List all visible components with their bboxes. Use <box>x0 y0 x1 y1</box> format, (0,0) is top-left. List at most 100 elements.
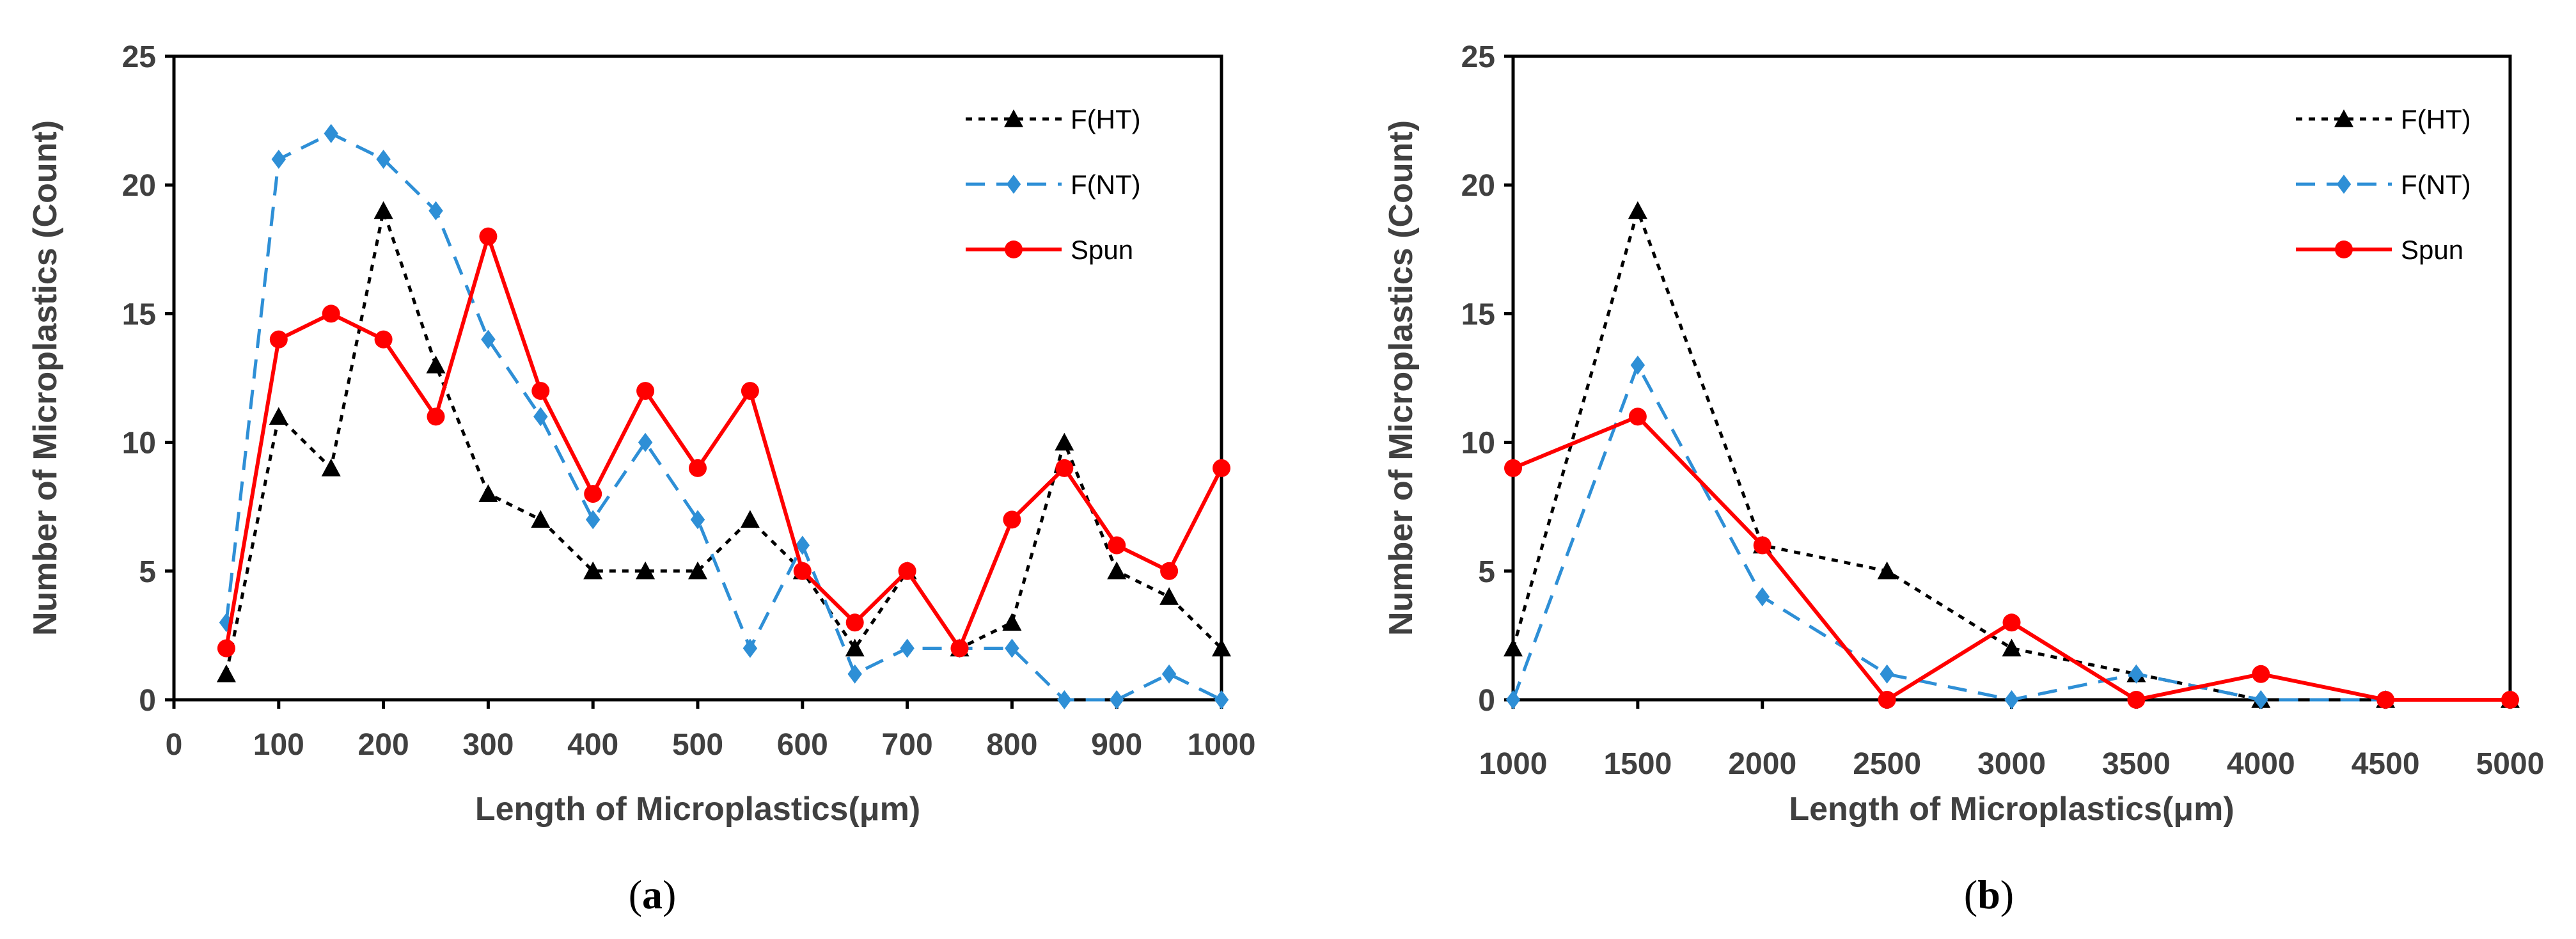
series-markers-Spun <box>217 227 1230 658</box>
panel-label-letter: b <box>1977 872 2000 917</box>
data-point <box>1628 201 1647 219</box>
panel-label-open: ( <box>629 872 642 917</box>
y-tick-label: 25 <box>1461 40 1495 74</box>
data-point <box>898 562 916 580</box>
data-point <box>2129 664 2144 684</box>
series-line-Spun <box>224 234 1223 651</box>
data-point <box>2252 665 2270 683</box>
data-point <box>636 382 655 400</box>
data-point <box>1057 690 1072 709</box>
data-point <box>1055 459 1074 477</box>
data-point <box>322 304 340 323</box>
data-point <box>2501 691 2519 709</box>
data-point <box>428 201 443 221</box>
data-point <box>1214 690 1229 709</box>
x-axis-title: Length of Microplastics(μm) <box>475 791 920 828</box>
data-point <box>741 382 759 400</box>
x-tick-label: 5000 <box>2476 747 2545 781</box>
data-point <box>1109 690 1124 709</box>
series-line-F(HT) <box>224 209 1223 675</box>
y-tick-label: 15 <box>1461 297 1495 331</box>
legend-marker-F(HT) <box>2334 109 2353 127</box>
data-point <box>324 123 338 143</box>
panel-label: (a) <box>629 872 677 917</box>
data-point <box>373 201 393 219</box>
series-markers-Spun <box>1504 407 2519 709</box>
data-point <box>2376 691 2395 709</box>
y-tick-label: 10 <box>1461 427 1495 461</box>
data-point <box>584 485 602 503</box>
x-tick-label: 200 <box>358 728 409 762</box>
panel-label-close: ) <box>2000 872 2014 917</box>
legend: F(HT) F(NT) Spun <box>966 104 1141 265</box>
y-tick-label: 5 <box>139 555 156 589</box>
legend-label-Spun: Spun <box>2401 235 2463 265</box>
y-tick-label: 0 <box>1478 684 1495 718</box>
x-tick-label: 400 <box>567 728 618 762</box>
data-point <box>531 510 551 528</box>
legend-label-F(HT): F(HT) <box>1071 104 1141 134</box>
data-point <box>1878 691 1896 709</box>
x-tick-label: 4500 <box>2352 747 2420 781</box>
panel-label-open: ( <box>1964 872 1977 917</box>
data-point <box>481 329 496 349</box>
legend-marker-F(NT) <box>1006 175 1021 194</box>
x-axis-title: Length of Microplastics(μm) <box>1789 791 2234 828</box>
y-tick-label: 20 <box>122 169 156 203</box>
data-point <box>217 639 235 658</box>
data-point <box>689 459 707 477</box>
y-tick-label: 25 <box>122 40 156 74</box>
panel-label: (b) <box>1964 872 2014 917</box>
y-tick-label: 15 <box>122 297 156 331</box>
x-tick-label: 800 <box>986 728 1037 762</box>
data-point <box>845 638 865 657</box>
data-point <box>1504 638 1523 657</box>
chart-panel-a: 0 5 10 15 20 25 0 100 200 300 400 500 600 700 800 900 10… <box>27 40 1255 917</box>
y-axis-title: Number of Microplastics (Count) <box>27 120 64 636</box>
legend-label-F(NT): F(NT) <box>2401 170 2471 200</box>
data-point <box>742 638 758 658</box>
x-tick-label: 1000 <box>1479 747 1548 781</box>
x-tick-label: 500 <box>672 728 723 762</box>
y-tick-label: 10 <box>122 427 156 461</box>
x-tick-label: 100 <box>253 728 304 762</box>
data-point <box>638 432 653 452</box>
data-point <box>269 407 288 425</box>
data-point <box>795 535 810 555</box>
data-point <box>1880 664 1894 684</box>
y-tick-label: 5 <box>1478 555 1495 589</box>
x-tick-label: 4000 <box>2227 747 2295 781</box>
panel-label-close: ) <box>663 872 676 917</box>
data-point <box>847 664 862 684</box>
data-point <box>1107 561 1127 580</box>
data-point <box>1003 510 1021 529</box>
data-point <box>1630 355 1645 375</box>
legend-marker-Spun <box>1005 241 1023 258</box>
data-point <box>1753 536 1771 555</box>
x-tick-label: 3000 <box>1977 747 2046 781</box>
data-point <box>269 330 288 349</box>
data-point <box>636 561 656 580</box>
legend-marker-Spun <box>2335 241 2353 258</box>
x-tick-label: 3500 <box>2102 747 2171 781</box>
data-point <box>585 510 601 530</box>
data-point <box>1159 587 1179 605</box>
y-axis-title: Number of Microplastics (Count) <box>1383 120 1420 636</box>
data-point <box>950 639 969 658</box>
data-point <box>1002 613 1022 631</box>
data-point <box>2002 613 2021 632</box>
y-tick-label: 20 <box>1461 169 1495 203</box>
data-point <box>900 638 915 658</box>
data-point <box>216 664 236 683</box>
data-point <box>2127 691 2146 709</box>
data-point <box>1877 561 1897 580</box>
x-tick-label: 0 <box>166 728 183 762</box>
x-tick-label: 900 <box>1091 728 1142 762</box>
data-point <box>374 330 393 349</box>
data-point <box>1160 562 1179 580</box>
data-point <box>533 407 548 427</box>
data-point <box>688 561 707 580</box>
series-line-F(NT) <box>224 132 1223 702</box>
data-point <box>2002 638 2022 657</box>
